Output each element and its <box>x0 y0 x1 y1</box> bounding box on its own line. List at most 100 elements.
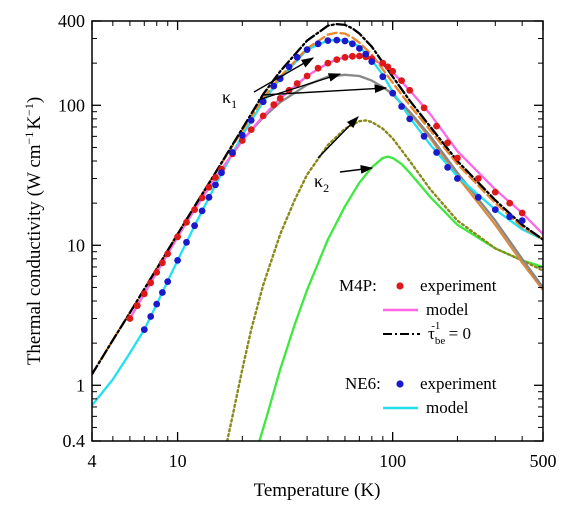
point-ne6-experiment <box>324 37 332 44</box>
point-ne6-experiment <box>270 82 278 90</box>
point-m4p-experiment <box>133 302 141 310</box>
kappa2-arrow-b <box>339 165 374 174</box>
legend-ne6-model-label: model <box>426 398 469 417</box>
legend-group-ne6: NE6: <box>345 374 381 393</box>
legend-m4p-experiment-marker <box>396 282 404 290</box>
point-m4p-experiment <box>191 206 199 214</box>
legend: M4P: experiment model τbe-1 = 0 NE6: exp… <box>339 276 497 417</box>
point-m4p-experiment <box>389 67 397 75</box>
point-m4p-experiment <box>303 72 311 80</box>
point-ne6-experiment <box>506 213 514 221</box>
legend-group-m4p: M4P: <box>339 276 377 295</box>
point-ne6-experiment <box>259 98 267 106</box>
point-m4p-experiment <box>406 86 414 94</box>
point-m4p-experiment <box>379 59 387 67</box>
series-orange-dashed <box>92 31 543 376</box>
y-tick-label: 1 <box>76 375 85 395</box>
point-ne6-experiment <box>491 206 499 214</box>
ticks-layer: 4 10 100 500 0.4 1 10 100 400 <box>58 11 557 471</box>
point-ne6-experiment <box>444 164 451 171</box>
point-ne6-experiment <box>349 40 356 48</box>
point-m4p-experiment <box>341 53 349 61</box>
point-m4p-experiment <box>153 269 161 276</box>
point-ne6-experiment <box>474 193 482 201</box>
x-tick-label: 10 <box>169 451 187 471</box>
point-ne6-experiment <box>406 115 414 123</box>
point-m4p-experiment <box>420 104 428 112</box>
point-m4p-experiment <box>398 77 405 84</box>
point-m4p-experiment <box>518 209 526 217</box>
point-ne6-experiment <box>174 257 182 264</box>
kappa1-annotation: κ1 <box>222 57 388 111</box>
point-m4p-experiment <box>174 233 182 241</box>
point-m4p-experiment <box>324 59 332 67</box>
point-ne6-experiment <box>198 207 206 215</box>
point-ne6-experiment <box>420 132 428 140</box>
point-ne6-experiment <box>140 326 148 333</box>
series-olive-dotted <box>226 119 543 441</box>
y-axis-title-sup2: −1 <box>22 103 36 116</box>
point-m4p-experiment <box>238 137 246 144</box>
legend-ne6-experiment-label: experiment <box>420 374 497 393</box>
point-ne6-experiment <box>518 217 526 225</box>
point-ne6-experiment <box>454 175 461 182</box>
legend-ne6-experiment-marker <box>396 380 404 388</box>
point-m4p-experiment <box>247 126 255 133</box>
point-ne6-experiment <box>153 300 161 308</box>
y-tick-label: 400 <box>58 11 85 31</box>
kappa2-annotation: κ2 <box>314 116 374 195</box>
point-m4p-experiment <box>491 188 499 196</box>
point-m4p-experiment <box>433 122 440 130</box>
kappa1-arrow-c <box>261 84 388 96</box>
point-ne6-experiment <box>276 75 284 82</box>
point-m4p-experiment <box>454 154 461 162</box>
point-ne6-experiment <box>205 193 213 201</box>
point-ne6-experiment <box>341 37 349 45</box>
kappa1-label: κ1 <box>222 87 237 111</box>
kappa1-arrow-b <box>257 73 342 101</box>
point-m4p-experiment <box>126 315 134 322</box>
series-ne6-model <box>92 38 543 407</box>
point-m4p-experiment <box>506 199 514 207</box>
kappa2-arrow-a <box>317 116 359 159</box>
point-m4p-experiment <box>140 290 148 298</box>
point-ne6-experiment <box>356 45 363 52</box>
point-m4p-experiment <box>147 279 155 287</box>
point-m4p-experiment <box>356 52 363 60</box>
point-m4p-experiment <box>384 63 392 71</box>
point-ne6-experiment <box>398 103 405 110</box>
x-tick-label: 4 <box>88 451 97 471</box>
y-axis-title: Thermal conductivity (W cm−1K−1) <box>22 97 45 365</box>
series-green <box>258 155 543 441</box>
point-ne6-experiment <box>164 278 172 285</box>
legend-tau-label: τbe-1 = 0 <box>428 320 471 347</box>
plot-frame <box>91 20 544 442</box>
series-tau-zero <box>92 22 543 376</box>
y-axis-title-mid: K <box>24 116 45 130</box>
point-ne6-experiment <box>293 53 301 61</box>
point-m4p-experiment <box>444 139 451 147</box>
point-m4p-experiment <box>183 218 190 226</box>
point-ne6-experiment <box>147 313 155 320</box>
kappa1-arrow-a <box>253 57 315 93</box>
kappa2-label: κ2 <box>314 171 329 195</box>
point-ne6-experiment <box>159 289 166 296</box>
legend-m4p-experiment-label: experiment <box>420 276 497 295</box>
point-ne6-experiment <box>379 73 387 81</box>
y-tick-label: 100 <box>58 95 85 115</box>
point-m4p-experiment <box>259 112 267 120</box>
point-ne6-experiment <box>362 50 370 58</box>
point-m4p-experiment <box>159 259 166 267</box>
point-ne6-experiment <box>191 222 199 230</box>
y-tick-label: 10 <box>67 235 85 255</box>
point-m4p-experiment <box>270 101 278 109</box>
y-axis-title-main: Thermal conductivity (W cm <box>24 144 45 365</box>
point-ne6-experiment <box>212 181 219 189</box>
point-ne6-experiment <box>333 36 341 44</box>
point-ne6-experiment <box>368 58 376 65</box>
point-m4p-experiment <box>205 183 213 191</box>
point-ne6-experiment <box>229 149 236 156</box>
point-ne6-experiment <box>183 238 190 246</box>
point-m4p-experiment <box>349 52 356 60</box>
point-ne6-experiment <box>433 149 440 156</box>
